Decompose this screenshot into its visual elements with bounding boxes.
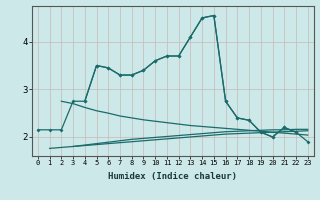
X-axis label: Humidex (Indice chaleur): Humidex (Indice chaleur) <box>108 172 237 181</box>
